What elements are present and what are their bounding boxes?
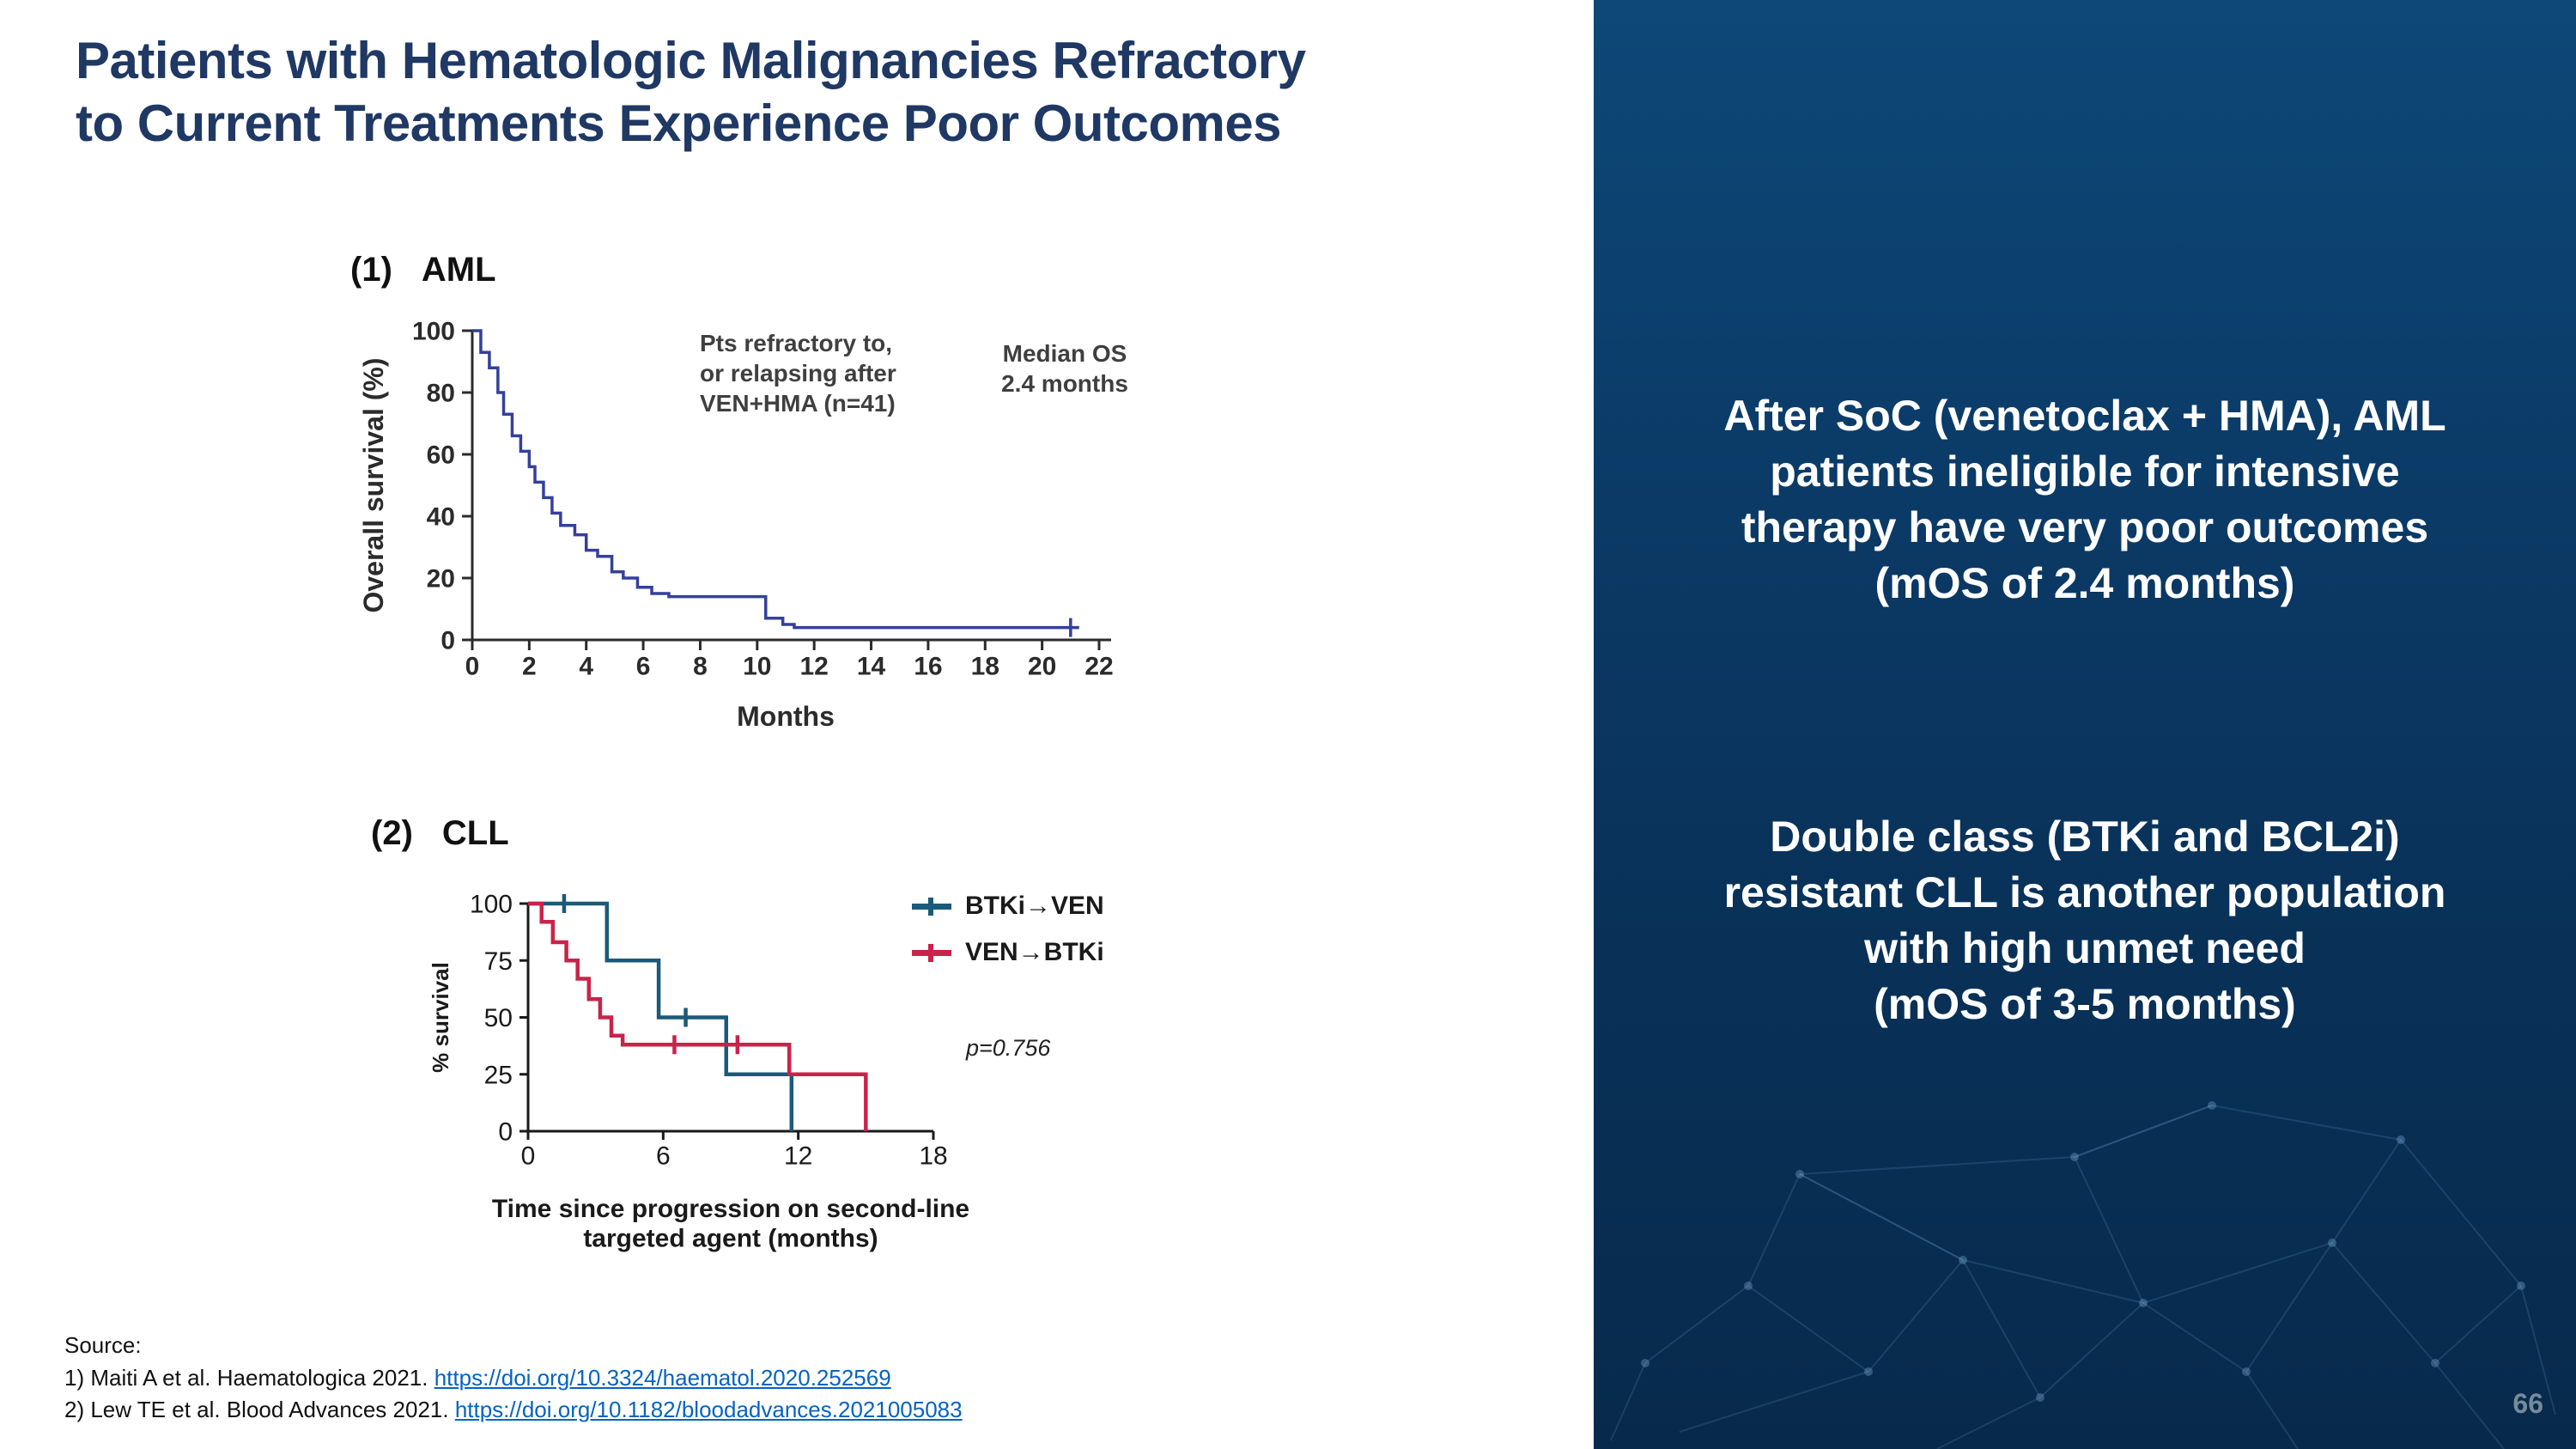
- svg-text:100: 100: [470, 891, 513, 919]
- svg-text:18: 18: [971, 653, 999, 681]
- svg-text:60: 60: [427, 441, 455, 470]
- cll-section-index: (2): [371, 814, 413, 852]
- svg-text:22: 22: [1084, 653, 1113, 681]
- right-panel: After SoC (venetoclax + HMA), AML patien…: [1594, 0, 2576, 1449]
- svg-text:20: 20: [427, 565, 455, 594]
- aml-km-chart: 0 2 4 6 8 10 12 14 16 18 20 22 0 20 40 60 80 100 Overall s…: [358, 318, 1114, 733]
- legend-item-btki-ven: BTKi→VEN: [912, 892, 1104, 921]
- source-citation-2: 2) Lew TE et al. Blood Advances 2021.: [64, 1397, 455, 1423]
- svg-text:Time since progression on seco: Time since progression on second-line tar…: [492, 1195, 969, 1253]
- aml-section-index: (1): [350, 251, 392, 289]
- svg-text:2: 2: [522, 653, 537, 681]
- svg-text:10: 10: [743, 653, 771, 681]
- svg-text:40: 40: [427, 503, 455, 532]
- aml-annotation-median-os: Median OS 2.4 months: [1001, 340, 1128, 397]
- source-link-2[interactable]: https://doi.org/10.1182/bloodadvances.20…: [454, 1397, 963, 1423]
- svg-text:100: 100: [412, 318, 455, 346]
- aml-section-title: AML: [421, 251, 496, 289]
- svg-text:0: 0: [465, 653, 480, 681]
- legend-swatch-btki-ven: [912, 897, 951, 916]
- callout-cll-text: Double class (BTKi and BCL2i) resistant …: [1723, 813, 2446, 1028]
- cll-km-chart: 0 6 12 18 0 25 50 75 100 % survival Time since pro…: [428, 891, 969, 1253]
- cll-section-label: (2) CLL: [371, 814, 509, 853]
- aml-annotation-cohort: Pts refractory to, or relapsing after VE…: [700, 330, 896, 417]
- legend-swatch-ven-btki: [912, 943, 951, 962]
- svg-text:0: 0: [521, 1142, 536, 1171]
- slide-title: Patients with Hematologic Malignancies R…: [76, 32, 1306, 153]
- source-line-1: 1) Maiti A et al. Haematologica 2021. ht…: [64, 1362, 963, 1395]
- svg-text:% survival: % survival: [428, 962, 453, 1073]
- source-label: Source:: [64, 1332, 142, 1358]
- svg-text:75: 75: [484, 947, 513, 976]
- cll-legend: BTKi→VEN VEN→BTKi: [912, 892, 1104, 967]
- svg-text:14: 14: [857, 653, 886, 681]
- svg-text:20: 20: [1028, 653, 1056, 681]
- cll-p-value: p=0.756: [966, 1035, 1051, 1061]
- svg-text:0: 0: [440, 627, 455, 655]
- page-number: 66: [2512, 1388, 2543, 1419]
- legend-label-btki-ven: BTKi→VEN: [965, 892, 1104, 920]
- svg-text:8: 8: [693, 653, 708, 681]
- svg-text:16: 16: [914, 653, 942, 681]
- svg-text:6: 6: [656, 1142, 671, 1171]
- svg-text:Months: Months: [737, 701, 835, 732]
- source-block: Source: 1) Maiti A et al. Haematologica …: [64, 1330, 963, 1427]
- svg-text:4: 4: [579, 653, 593, 681]
- source-line-2: 2) Lew TE et al. Blood Advances 2021. ht…: [64, 1394, 963, 1427]
- svg-text:80: 80: [427, 380, 455, 408]
- svg-text:25: 25: [484, 1061, 513, 1089]
- aml-chart-container: 0 2 4 6 8 10 12 14 16 18 20 22 0 20 40 60 80 100 Overall s…: [343, 301, 1185, 747]
- legend-label-ven-btki: VEN→BTKi: [965, 938, 1104, 966]
- svg-text:12: 12: [799, 653, 828, 681]
- source-citation-1: 1) Maiti A et al. Haematologica 2021.: [64, 1364, 434, 1391]
- cll-section-title: CLL: [441, 814, 509, 852]
- callout-aml-text: After SoC (venetoclax + HMA), AML patien…: [1723, 392, 2446, 607]
- plexus-network-decoration: [1610, 1101, 2556, 1449]
- aml-section-label: (1) AML: [350, 251, 496, 289]
- svg-text:50: 50: [484, 1004, 513, 1032]
- svg-text:Overall survival (%): Overall survival (%): [358, 357, 389, 612]
- svg-text:12: 12: [784, 1142, 812, 1171]
- legend-item-ven-btki: VEN→BTKi: [912, 938, 1104, 967]
- source-link-1[interactable]: https://doi.org/10.3324/haematol.2020.25…: [434, 1364, 891, 1391]
- svg-text:6: 6: [636, 653, 651, 681]
- svg-text:0: 0: [498, 1118, 513, 1147]
- svg-text:18: 18: [919, 1142, 947, 1171]
- cll-chart-container: 0 6 12 18 0 25 50 75 100 % survival Time since pro…: [404, 868, 1176, 1314]
